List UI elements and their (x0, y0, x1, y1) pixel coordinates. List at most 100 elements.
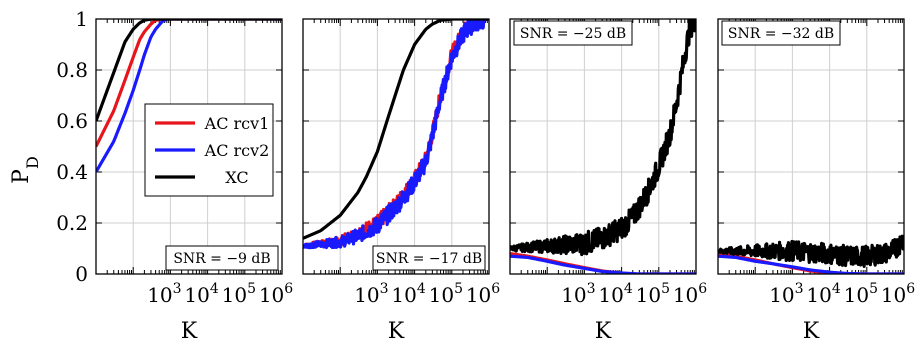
x-tick-base: 10 (769, 283, 794, 307)
x-tick-label: 103 (147, 281, 181, 307)
y-tick-label: 0.2 (56, 211, 88, 235)
x-tick-label: 104 (184, 281, 218, 307)
x-tick-label: 104 (806, 281, 840, 307)
y-tick-label: 1 (75, 7, 88, 31)
x-tick-exponent: 6 (906, 281, 915, 297)
x-tick-base: 10 (391, 283, 416, 307)
x-tick-base: 10 (184, 283, 209, 307)
snr-annotation: SNR = −32 dB (721, 20, 841, 46)
x-tick-base: 10 (844, 283, 869, 307)
x-tick-exponent: 6 (698, 281, 707, 297)
snr-annotation: SNR = −17 dB (372, 245, 486, 271)
snr-annotation: SNR = −25 dB (513, 20, 633, 46)
x-tick-base: 10 (881, 283, 906, 307)
legend-label: AC rcv1 (204, 114, 270, 133)
x-tick-label: 104 (598, 281, 632, 307)
snr-annotation-text: SNR = −25 dB (520, 26, 626, 42)
y-axis-label-subscript: D (23, 156, 42, 169)
x-tick-exponent: 4 (832, 281, 841, 297)
x-tick-base: 10 (222, 283, 247, 307)
y-tick-label: 0.8 (56, 58, 88, 82)
series-group (718, 234, 904, 274)
snr-annotation-box (165, 245, 279, 271)
x-tick-label: 105 (429, 281, 463, 307)
x-tick-base: 10 (673, 283, 698, 307)
series-group (96, 19, 282, 173)
plot-frame (509, 18, 697, 275)
x-tick-exponent: 6 (491, 281, 500, 297)
plot-frame (95, 18, 283, 275)
x-tick-exponent: 5 (661, 281, 670, 297)
y-tick-label: 0.4 (56, 160, 88, 184)
series-group (303, 19, 489, 250)
series-line-ac-rcv2 (303, 19, 489, 250)
x-tick-base: 10 (806, 283, 831, 307)
snr-annotation-text: SNR = −17 dB (376, 251, 482, 267)
x-tick-exponent: 5 (247, 281, 256, 297)
snr-annotation-text: SNR = −32 dB (728, 26, 834, 42)
series-line-xc (510, 19, 696, 257)
series-line-xc (303, 19, 489, 240)
y-tick-label: 0.6 (56, 109, 88, 133)
x-tick-base: 10 (429, 283, 454, 307)
x-tick-label: 106 (673, 281, 707, 307)
grid (718, 19, 904, 274)
x-tick-exponent: 3 (795, 281, 804, 297)
series-line-xc (718, 234, 904, 268)
legend: AC rcv1 AC rcv2 XC (144, 103, 274, 197)
x-tick-exponent: 3 (173, 281, 182, 297)
x-tick-exponent: 5 (869, 281, 878, 297)
grid (303, 19, 489, 274)
x-tick-base: 10 (147, 283, 172, 307)
legend-label: AC rcv2 (204, 141, 270, 160)
x-tick-base: 10 (354, 283, 379, 307)
series-group (510, 19, 696, 274)
legend-label: XC (225, 168, 248, 187)
snr-annotation-box (372, 245, 486, 271)
y-axis-label-main: P (9, 169, 34, 184)
x-tick-label: 104 (391, 281, 425, 307)
x-axis-label: K (595, 319, 612, 344)
series-line-ac-rcv2 (510, 254, 696, 274)
x-tick-exponent: 3 (380, 281, 389, 297)
series-line-ac-rcv2 (96, 19, 282, 173)
snr-annotation-box (721, 20, 841, 46)
x-axis-label: K (181, 319, 198, 344)
x-tick-label: 103 (354, 281, 388, 307)
x-tick-label: 105 (844, 281, 878, 307)
x-tick-exponent: 3 (587, 281, 596, 297)
x-tick-base: 10 (259, 283, 284, 307)
x-tick-base: 10 (561, 283, 586, 307)
x-tick-exponent: 4 (417, 281, 426, 297)
series-line-ac-rcv2 (718, 254, 904, 274)
series-line-ac-rcv1 (96, 19, 282, 148)
x-tick-base: 10 (466, 283, 491, 307)
x-tick-base: 10 (598, 283, 623, 307)
x-tick-exponent: 4 (624, 281, 633, 297)
x-tick-label: 103 (769, 281, 803, 307)
x-tick-label: 105 (222, 281, 256, 307)
plot-frame (717, 18, 905, 275)
snr-annotation: SNR = −9 dB (165, 245, 279, 271)
x-tick-base: 10 (636, 283, 661, 307)
x-tick-label: 106 (466, 281, 500, 307)
x-tick-label: 106 (881, 281, 915, 307)
x-tick-label: 103 (561, 281, 595, 307)
snr-annotation-text: SNR = −9 dB (173, 251, 270, 267)
x-tick-exponent: 5 (454, 281, 463, 297)
x-tick-label: 106 (259, 281, 293, 307)
y-axis-label: PD (9, 156, 42, 184)
x-axis-label: K (803, 319, 820, 344)
x-axis-label: K (388, 319, 405, 344)
y-tick-label: 0 (75, 262, 88, 286)
plot-frame (302, 18, 490, 275)
grid (510, 19, 696, 274)
x-tick-exponent: 6 (284, 281, 293, 297)
series-line-xc (96, 19, 282, 122)
snr-annotation-box (513, 20, 633, 46)
